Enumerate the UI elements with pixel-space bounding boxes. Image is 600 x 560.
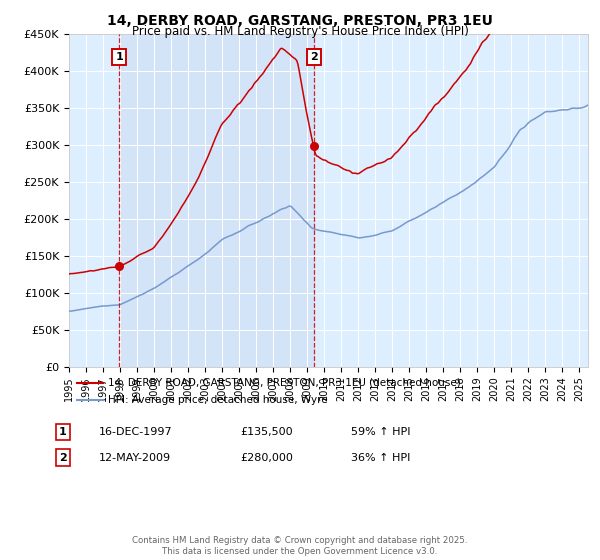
Text: 36% ↑ HPI: 36% ↑ HPI (351, 452, 410, 463)
Text: 14, DERBY ROAD, GARSTANG, PRESTON, PR3 1EU (detached house): 14, DERBY ROAD, GARSTANG, PRESTON, PR3 1… (108, 377, 461, 388)
Text: Price paid vs. HM Land Registry's House Price Index (HPI): Price paid vs. HM Land Registry's House … (131, 25, 469, 38)
Text: £280,000: £280,000 (240, 452, 293, 463)
Bar (119, 34, 314, 367)
Text: HPI: Average price, detached house, Wyre: HPI: Average price, detached house, Wyre (108, 395, 328, 405)
Text: 1: 1 (115, 52, 123, 62)
Text: £135,500: £135,500 (240, 427, 293, 437)
Text: 2: 2 (310, 52, 317, 62)
Text: 12-MAY-2009: 12-MAY-2009 (99, 452, 171, 463)
Text: 2: 2 (59, 452, 67, 463)
Text: 14, DERBY ROAD, GARSTANG, PRESTON, PR3 1EU: 14, DERBY ROAD, GARSTANG, PRESTON, PR3 1… (107, 14, 493, 28)
Text: 59% ↑ HPI: 59% ↑ HPI (351, 427, 410, 437)
Text: 16-DEC-1997: 16-DEC-1997 (99, 427, 173, 437)
Text: Contains HM Land Registry data © Crown copyright and database right 2025.
This d: Contains HM Land Registry data © Crown c… (132, 536, 468, 556)
Text: 1: 1 (59, 427, 67, 437)
